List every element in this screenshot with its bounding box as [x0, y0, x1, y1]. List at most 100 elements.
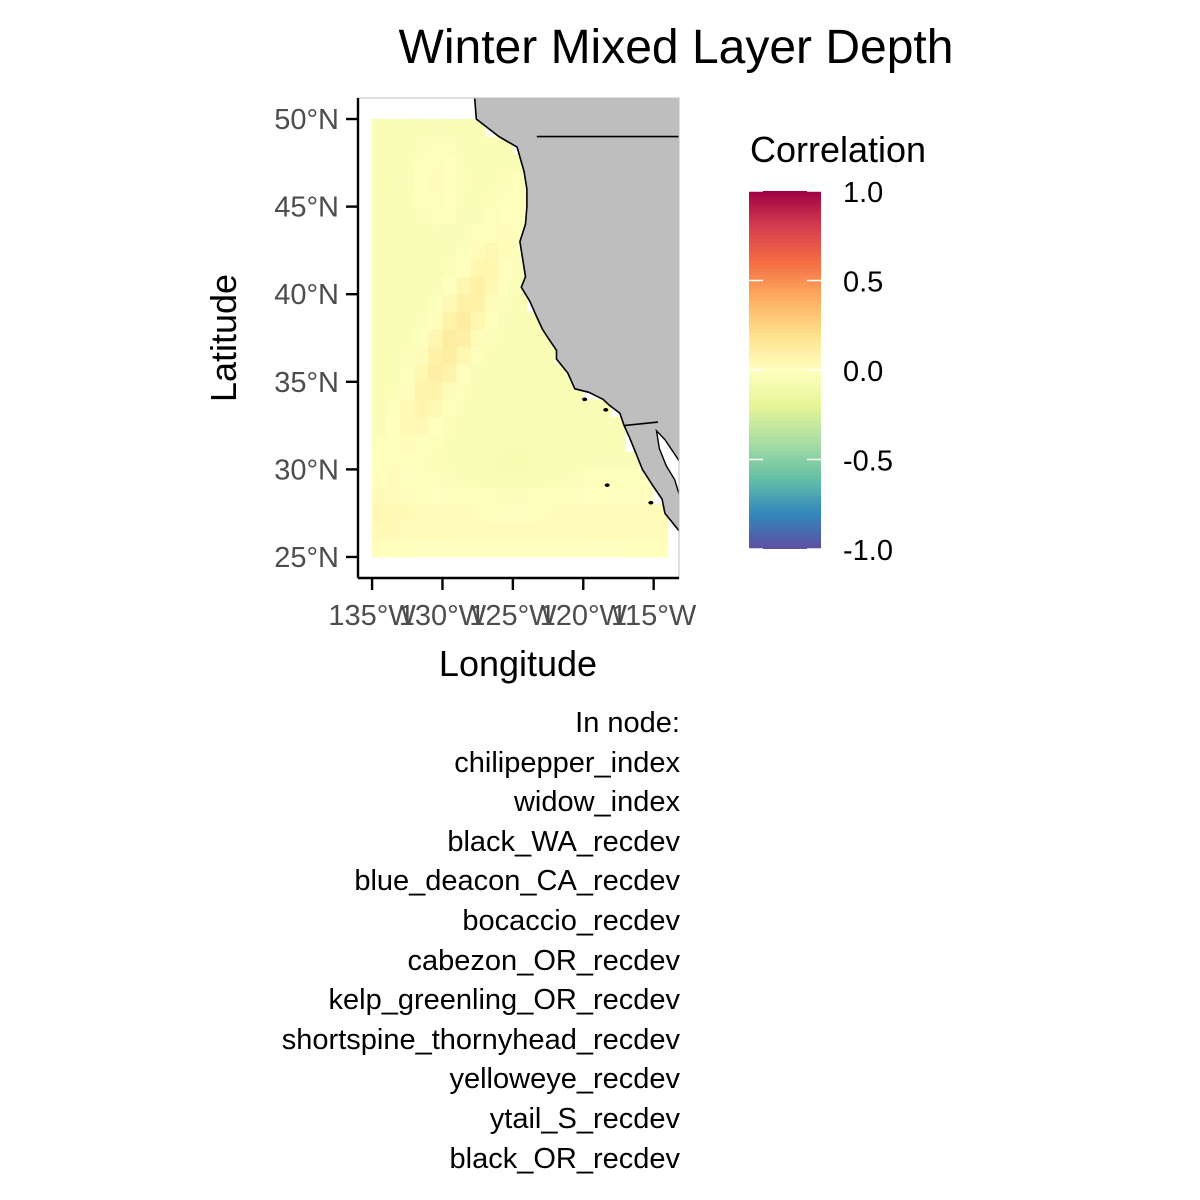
heatmap-cell [428, 294, 443, 313]
heatmap-cell [386, 224, 401, 243]
heatmap-cell [400, 171, 415, 190]
heatmap-cell [625, 486, 640, 505]
heatmap-cell [442, 469, 457, 488]
heatmap-cell [498, 224, 514, 243]
heatmap-cell [526, 539, 542, 558]
heatmap-cell [386, 171, 401, 190]
heatmap-cell [414, 434, 429, 453]
heatmap-cell [372, 434, 387, 453]
heatmap-cell [456, 119, 472, 137]
heatmap-cell [639, 486, 655, 505]
heatmap-cell [512, 189, 528, 208]
heatmap-cell [583, 486, 598, 505]
heatmap-cell [372, 206, 387, 225]
heatmap-cell [414, 539, 429, 558]
heatmap-cell [414, 241, 429, 260]
caption-item: ytail_S_recdev [489, 1102, 680, 1135]
heatmap-cell [611, 521, 626, 540]
caption-item: black_OR_recdev [449, 1142, 681, 1175]
heatmap-cell [386, 294, 401, 313]
heatmap-cell [484, 136, 500, 155]
heatmap-cell [526, 486, 542, 505]
heatmap-cell [512, 171, 528, 190]
heatmap-cell [611, 469, 626, 488]
legend-tick-label: 0.5 [843, 267, 883, 299]
heatmap-cell [414, 224, 429, 243]
heatmap-cell [512, 504, 528, 523]
heatmap-cell [541, 399, 556, 418]
heatmap-cell [611, 486, 626, 505]
heatmap-cell [484, 399, 500, 418]
heatmap-cell [372, 294, 387, 313]
heatmap-cell [414, 259, 429, 278]
caption-item: widow_index [513, 786, 680, 819]
correlation-legend: Correlation 1.0 0.5 0.0 -0.5 -1.0 [749, 129, 926, 567]
heatmap-cell [484, 241, 500, 260]
heatmap-cell [555, 416, 570, 435]
heatmap-cell [470, 136, 486, 155]
heatmap-cell [386, 399, 401, 418]
heatmap-cell [484, 189, 500, 208]
heatmap-cell [414, 206, 429, 225]
heatmap-cell [414, 294, 429, 313]
heatmap-cell [442, 224, 457, 243]
heatmap-cell [597, 486, 612, 505]
heatmap-cell [428, 119, 443, 137]
heatmap-cell [526, 416, 542, 435]
heatmap-cell [386, 329, 401, 348]
heatmap-cell [498, 539, 514, 558]
heatmap-cell [442, 346, 457, 365]
heatmap-cell [498, 294, 514, 313]
heatmap-cell [498, 364, 514, 383]
longitude-tick-label: 135°W [328, 600, 416, 632]
heatmap-cell [372, 416, 387, 435]
heatmap-cell [456, 136, 472, 155]
gulf-of-california [655, 428, 679, 495]
heatmap-cell [428, 346, 443, 365]
map-panel [357, 97, 680, 579]
heatmap-cell [526, 329, 542, 348]
heatmap-cell [428, 154, 443, 172]
heatmap-cell [400, 311, 415, 330]
heatmap-cell [456, 294, 472, 313]
heatmap-cell [442, 259, 457, 278]
heatmap-cell [414, 416, 429, 435]
legend-ticks: 1.0 0.5 0.0 -0.5 -1.0 [749, 177, 893, 567]
caption-item: chilipepper_index [454, 746, 680, 779]
heatmap-cell [428, 521, 443, 540]
heatmap-cell [456, 486, 472, 505]
heatmap-cell [526, 469, 542, 488]
heatmap-cell [625, 504, 640, 523]
heatmap-cell [414, 119, 429, 137]
heatmap-cell [442, 381, 457, 400]
heatmap-cell [456, 381, 472, 400]
heatmap-cell [498, 329, 514, 348]
heatmap-cell [456, 521, 472, 540]
heatmap-cell [456, 276, 472, 295]
heatmap-cell [470, 504, 486, 523]
island [582, 397, 588, 402]
heatmap-cell [442, 504, 457, 523]
heatmap-cell [470, 311, 486, 330]
heatmap-cell [569, 521, 584, 540]
legend-tick-label: 0.0 [843, 356, 883, 388]
heatmap-cell [372, 469, 387, 488]
heatmap-cell [372, 329, 387, 348]
heatmap-cell [400, 399, 415, 418]
heatmap-cell [498, 504, 514, 523]
caption-item: shortspine_thornyhead_recdev [281, 1023, 680, 1056]
heatmap-cell [428, 381, 443, 400]
heatmap-cell [583, 434, 598, 453]
heatmap-cell [372, 346, 387, 365]
heatmap-cell [428, 486, 443, 505]
heatmap-cell [400, 469, 415, 488]
heatmap-cell [583, 539, 598, 558]
heatmap-cell [583, 399, 598, 418]
land-mass [473, 98, 679, 532]
heatmap-cell [372, 154, 387, 172]
heatmap-cell [484, 276, 500, 295]
heatmap-cell [541, 416, 556, 435]
heatmap-cell [470, 276, 486, 295]
